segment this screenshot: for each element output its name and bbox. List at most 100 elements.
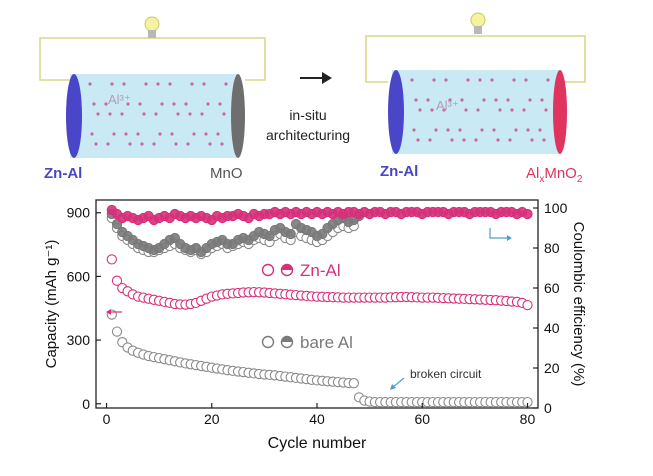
ion-dot <box>474 138 478 142</box>
ion-dot <box>184 102 188 106</box>
right-ion-label: Al³⁺ <box>436 98 459 113</box>
ion-dot <box>88 82 92 86</box>
ion-dot <box>476 108 480 112</box>
legend-znal-open-marker <box>261 263 275 277</box>
y-right-tick-label: 0 <box>544 400 552 416</box>
left-axis-indicator-icon <box>106 309 122 315</box>
ion-dot <box>190 82 194 86</box>
data-point <box>522 299 533 311</box>
ion-dot <box>222 112 226 116</box>
ion-dot <box>204 132 208 136</box>
ion-dot <box>220 142 224 146</box>
ion-dot <box>528 98 532 102</box>
data-point <box>106 254 117 265</box>
ion-dot <box>224 82 228 86</box>
ion-dot <box>170 132 174 136</box>
y-left-tick-label: 600 <box>67 268 91 284</box>
ion-dot <box>126 102 130 106</box>
ion-dot <box>208 142 212 146</box>
ion-dot <box>490 78 494 82</box>
ion-dot <box>110 82 114 86</box>
ion-dot <box>216 132 220 136</box>
arrow-label-line1: in-situ <box>289 107 326 123</box>
ion-dot <box>176 112 180 116</box>
right-anode-label: Zn-Al <box>380 163 418 180</box>
ion-dot <box>96 112 100 116</box>
data-point <box>285 228 296 240</box>
ion-dot <box>530 138 534 142</box>
left-mno-electrode <box>231 74 245 158</box>
ion-dot <box>464 108 468 112</box>
ion-dot <box>506 98 510 102</box>
right-cathode-x: x <box>539 174 544 185</box>
y-right-tick-label: 40 <box>544 320 560 336</box>
ion-dot <box>106 142 110 146</box>
y-right-tick-label: 20 <box>544 360 560 376</box>
ion-dot <box>160 102 164 106</box>
x-tick-label: 40 <box>309 411 325 427</box>
ion-dot <box>186 142 190 146</box>
ion-dot <box>480 128 484 132</box>
ion-dot <box>524 78 528 82</box>
ion-dot <box>526 128 530 132</box>
ion-dot <box>542 138 546 142</box>
y-right-tick-label: 100 <box>544 200 568 216</box>
ion-dot <box>158 132 162 136</box>
left-anode-label: Zn-Al <box>44 165 82 182</box>
right-zn-al-electrode <box>388 70 404 154</box>
ion-dot <box>514 128 518 132</box>
ion-dot <box>462 138 466 142</box>
ion-dot <box>444 78 448 82</box>
legend: Zn-Al bare Al <box>261 261 353 352</box>
ion-dot <box>466 78 470 82</box>
ion-dot <box>144 82 148 86</box>
cycling-chart: 0 20 40 60 80 0 300 600 900 0 20 40 60 80 100 Capacity… <box>43 199 587 452</box>
axis-ticks: 0 20 40 60 80 0 300 600 900 0 20 40 60 80 100 <box>67 200 568 427</box>
ion-dot <box>478 78 482 82</box>
left-ion-dots <box>88 82 228 146</box>
ion-dot <box>512 78 516 82</box>
broken-circuit-annotation: broken circuit <box>390 367 482 390</box>
legend-bareal-label: bare Al <box>300 333 353 352</box>
legend-bareal-open-marker <box>261 335 275 349</box>
ion-dot <box>496 138 500 142</box>
ion-dot <box>546 78 550 82</box>
ion-dot <box>458 128 462 132</box>
ion-dot <box>136 132 140 136</box>
ion-dot <box>540 98 544 102</box>
ion-dot <box>434 128 438 132</box>
ion-dot <box>446 128 450 132</box>
ion-dot <box>92 102 96 106</box>
ion-dot <box>206 102 210 106</box>
left-ion-label: Al³⁺ <box>108 92 131 107</box>
ion-dot <box>112 132 116 136</box>
data-point <box>111 275 123 286</box>
left-cathode-label: MnO <box>210 165 243 182</box>
ion-dot <box>168 82 172 86</box>
ion-dot <box>410 78 414 82</box>
y-left-tick-label: 300 <box>67 332 91 348</box>
ion-dot <box>192 132 196 136</box>
ion-dot <box>522 108 526 112</box>
ion-dot <box>414 98 418 102</box>
left-wire <box>39 37 266 81</box>
x-tick-label: 20 <box>204 411 220 427</box>
ion-dot <box>104 102 108 106</box>
x-tick-label: 0 <box>103 411 111 427</box>
ion-dot <box>448 98 452 102</box>
ion-dot <box>128 142 132 146</box>
ion-dot <box>460 98 464 102</box>
ion-dot <box>156 82 160 86</box>
ion-dot <box>188 112 192 116</box>
ion-dot <box>498 108 502 112</box>
ion-dot <box>124 132 128 136</box>
legend-bareal-half-fill <box>281 336 293 342</box>
ion-dot <box>108 112 112 116</box>
x-axis-label: Cycle number <box>268 435 367 452</box>
right-cathode-al: Al <box>526 165 539 182</box>
ion-dot <box>544 108 548 112</box>
transform-arrow <box>300 72 332 84</box>
right-axis-indicator-icon <box>489 228 512 241</box>
ion-dot <box>154 112 158 116</box>
